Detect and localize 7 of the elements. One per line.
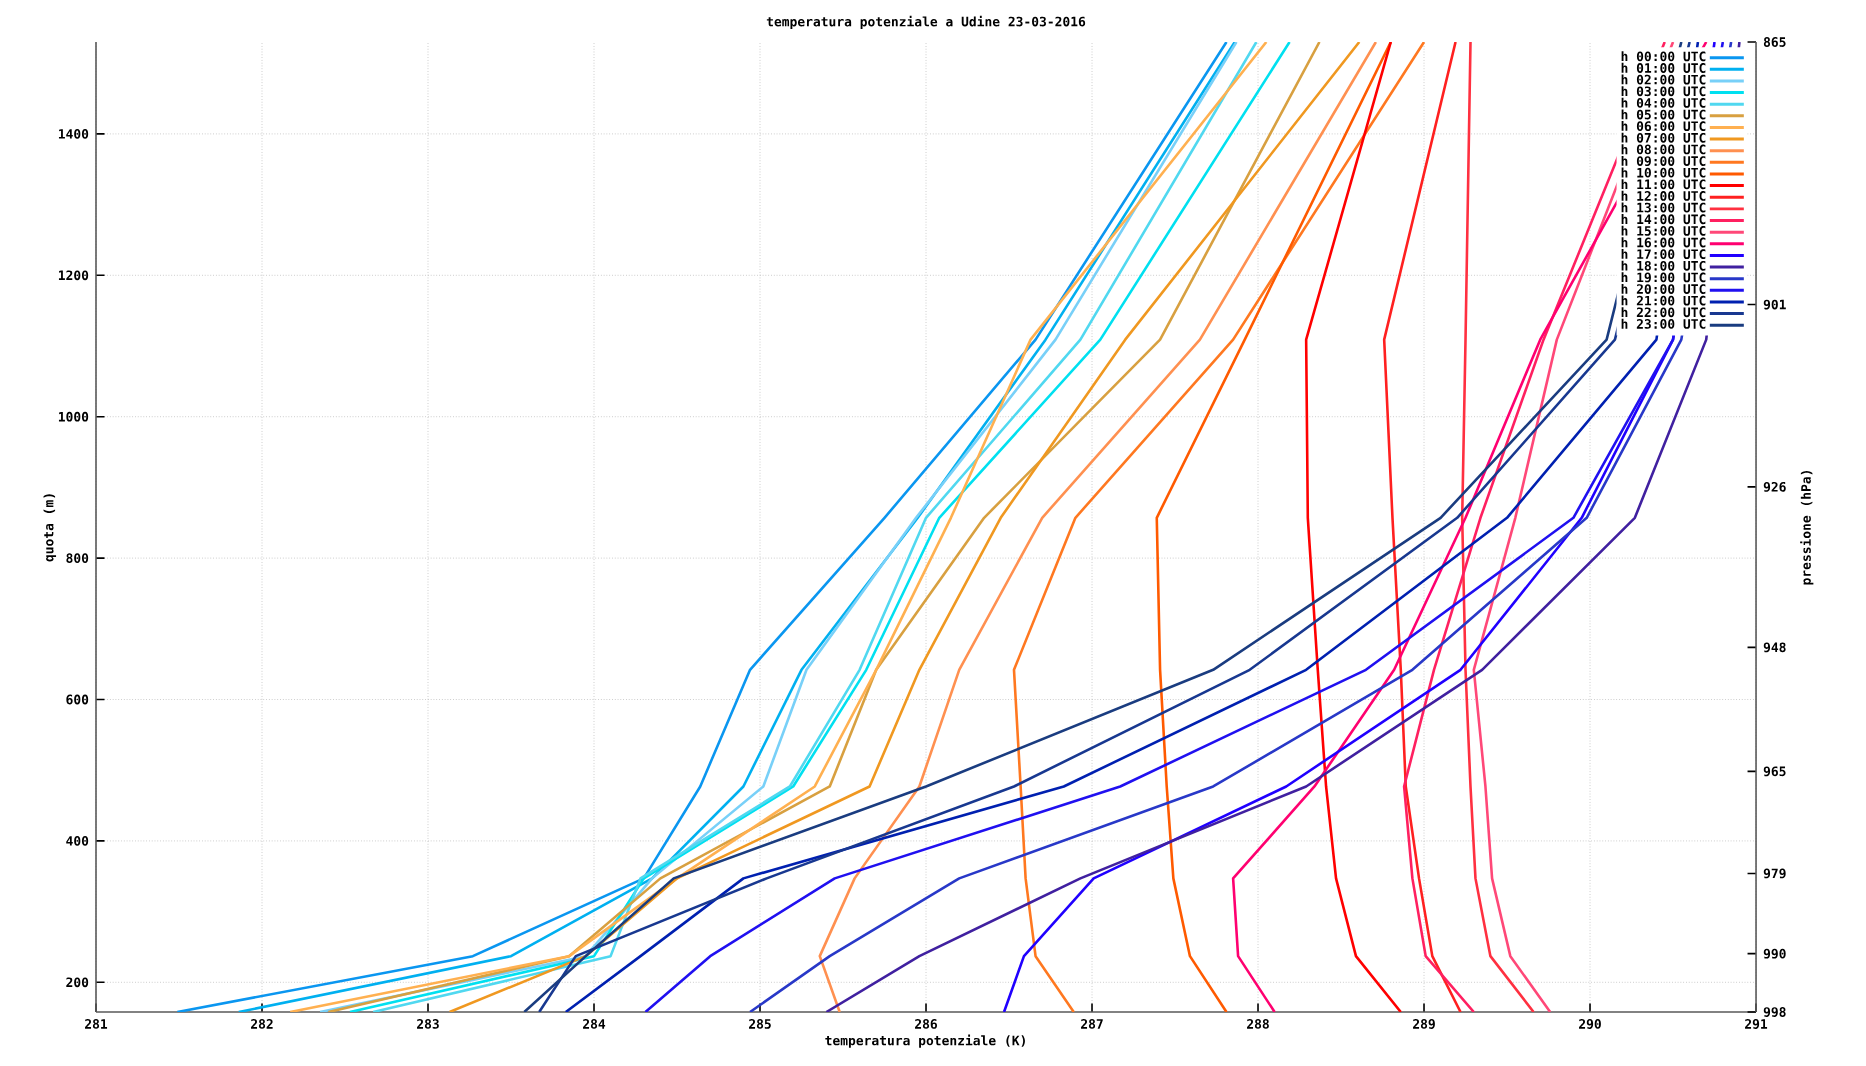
line-series (1382, 41, 1462, 1012)
line-series (448, 41, 1361, 1012)
line-series (1012, 41, 1426, 1012)
line-series (818, 41, 1378, 1012)
line-series (1155, 41, 1393, 1012)
line-series (1304, 41, 1403, 1012)
line-series (1460, 41, 1535, 1012)
